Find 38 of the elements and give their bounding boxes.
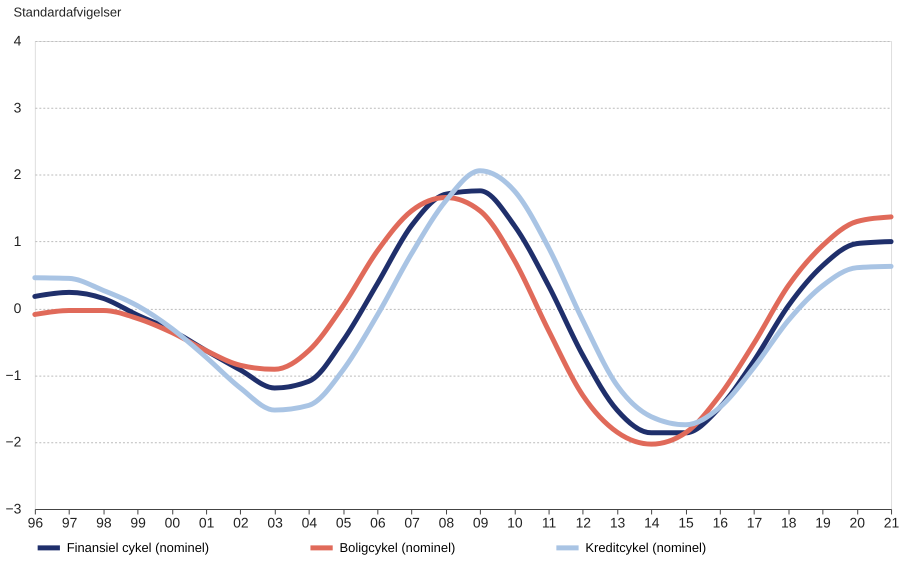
x-tick-label: 00 xyxy=(164,514,180,530)
x-tick-label: 04 xyxy=(302,514,318,530)
x-tick-label: 09 xyxy=(472,514,489,530)
x-tick-label: 06 xyxy=(370,514,386,530)
x-tick-label: 02 xyxy=(233,514,249,530)
x-tick-label: 20 xyxy=(850,514,866,530)
y-tick-label: −2 xyxy=(6,434,22,450)
x-tick-label: 96 xyxy=(28,514,44,530)
x-tick-label: 98 xyxy=(96,514,112,530)
legend-label: Finansiel cykel (nominel) xyxy=(66,540,210,555)
x-tick-label: 08 xyxy=(438,514,454,530)
x-tick-label: 03 xyxy=(267,514,284,530)
x-tick-label: 10 xyxy=(507,514,523,530)
x-tick-label: 18 xyxy=(781,514,797,530)
y-tick-label: 3 xyxy=(14,99,22,116)
x-tick-label: 16 xyxy=(712,514,728,530)
x-tick-label: 97 xyxy=(62,514,78,530)
x-tick-label: 12 xyxy=(576,514,592,530)
y-axis-title: Standardafvigelser xyxy=(13,4,122,20)
legend-label: Kreditcykel (nominel) xyxy=(585,540,706,555)
y-tick-label: −3 xyxy=(6,500,22,516)
x-tick-label: 07 xyxy=(404,514,420,530)
x-tick-label: 17 xyxy=(746,514,763,530)
x-tick-label: 19 xyxy=(815,514,832,530)
y-tick-label: −1 xyxy=(6,366,22,383)
x-tick-label: 99 xyxy=(130,514,146,530)
x-tick-label: 14 xyxy=(644,514,660,530)
x-tick-label: 01 xyxy=(198,514,215,530)
x-tick-label: 05 xyxy=(336,514,352,530)
x-tick-label: 11 xyxy=(542,514,557,530)
x-tick-label: 13 xyxy=(610,514,626,530)
y-tick-label: 0 xyxy=(14,300,22,316)
x-tick-label: 21 xyxy=(884,514,900,530)
y-tick-label: 1 xyxy=(14,233,22,250)
x-tick-label: 15 xyxy=(678,514,694,530)
legend-label: Boligcykel (nominel) xyxy=(340,540,456,555)
y-tick-label: 2 xyxy=(14,166,22,182)
y-tick-label: 4 xyxy=(14,32,22,49)
